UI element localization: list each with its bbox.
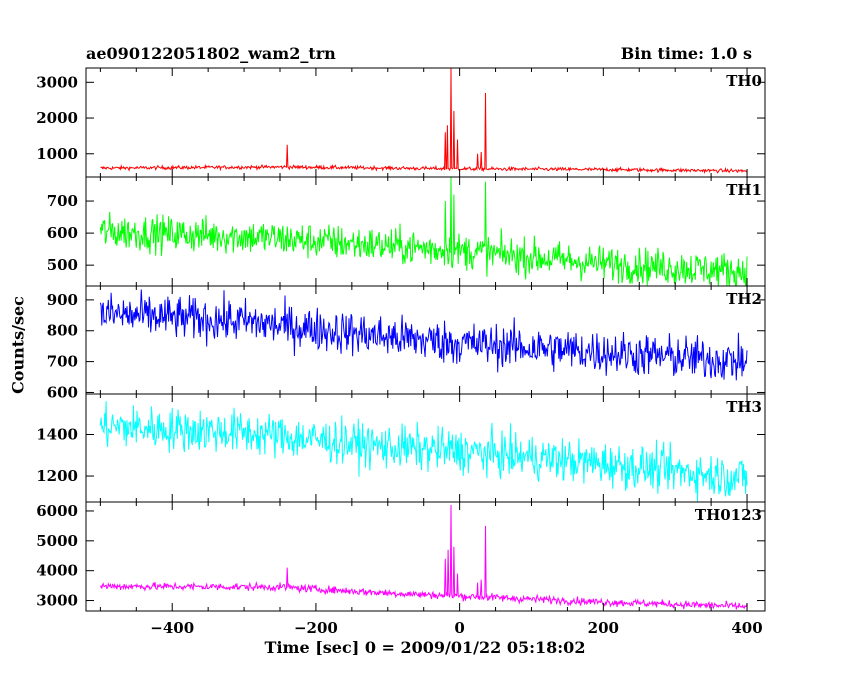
series-line-th2 bbox=[99, 289, 748, 381]
y-tick-label: 3000 bbox=[36, 592, 78, 610]
y-axis-label: Counts/sec bbox=[8, 296, 28, 394]
y-tick-label: 500 bbox=[47, 256, 78, 274]
x-tick-label: −400 bbox=[150, 619, 194, 637]
series-line-th0123 bbox=[99, 504, 748, 610]
panel-frame bbox=[85, 501, 766, 612]
y-tick-label: 800 bbox=[47, 322, 78, 340]
panel-label: TH0123 bbox=[695, 506, 762, 524]
panel-frame bbox=[85, 176, 766, 287]
y-tick-label: 1200 bbox=[36, 467, 78, 485]
y-tick-label: 600 bbox=[47, 224, 78, 242]
panel-th1: 500 600 700 TH1 bbox=[47, 176, 766, 287]
panel-label: TH1 bbox=[726, 181, 762, 199]
x-tick-label: 200 bbox=[588, 619, 619, 637]
x-tick-label: 0 bbox=[454, 619, 464, 637]
y-tick-label: 2000 bbox=[36, 109, 78, 127]
panel-th0123: 3000 4000 5000 6000 TH0123 bbox=[36, 501, 766, 612]
y-tick-label: 6000 bbox=[36, 502, 78, 520]
y-tick-label: 600 bbox=[47, 383, 78, 401]
panel-label: TH0 bbox=[726, 72, 762, 90]
panel-th3: 1200 1400 TH3 bbox=[36, 393, 766, 503]
series-line-th3 bbox=[99, 401, 748, 502]
panel-label: TH2 bbox=[726, 290, 762, 308]
series-line-th0 bbox=[100, 68, 748, 175]
panel-label: TH3 bbox=[726, 398, 762, 416]
y-tick-label: 700 bbox=[47, 192, 78, 210]
series-line-th1 bbox=[99, 177, 748, 286]
panel-th0: 1000 2000 3000 TH0 bbox=[36, 67, 766, 178]
y-tick-label: 700 bbox=[47, 353, 78, 371]
chart-title-right: Bin time: 1.0 s bbox=[620, 44, 752, 63]
panel-frame bbox=[85, 67, 766, 178]
y-tick-label: 5000 bbox=[36, 532, 78, 550]
y-tick-label: 3000 bbox=[36, 73, 78, 91]
y-tick-label: 1000 bbox=[36, 145, 78, 163]
y-tick-label: 900 bbox=[47, 291, 78, 309]
panel-th2: 600 700 800 900 TH2 bbox=[47, 285, 766, 401]
y-tick-label: 1400 bbox=[36, 426, 78, 444]
x-axis-label: Time [sec] 0 = 2009/01/22 05:18:02 bbox=[264, 638, 586, 657]
chart-title-left: ae090122051802_wam2_trn bbox=[86, 44, 336, 63]
y-tick-label: 4000 bbox=[36, 562, 78, 580]
x-tick-label: −200 bbox=[294, 619, 338, 637]
x-tick-label: 400 bbox=[731, 619, 762, 637]
